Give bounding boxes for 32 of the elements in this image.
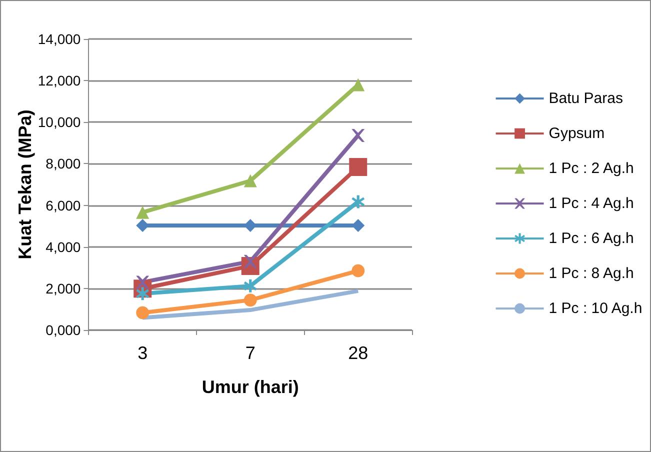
point — [244, 294, 257, 307]
y-tick-label: 0,000 — [46, 322, 81, 338]
point — [244, 279, 257, 292]
point — [244, 174, 257, 188]
legend-label: 1 Pc : 4 Ag.h — [548, 195, 634, 212]
legend-label: 1 Pc : 6 Ag.h — [548, 230, 634, 247]
point — [352, 264, 365, 278]
point — [136, 206, 150, 219]
point — [352, 128, 365, 142]
x-tick-label: 3 — [138, 343, 148, 363]
point — [352, 195, 365, 208]
y-axis-title: Kuat Tekan (MPa) — [15, 110, 35, 260]
legend-label: Gypsum — [548, 125, 605, 142]
y-tick-label: 14,000 — [38, 31, 81, 47]
y-tick-label: 8,000 — [46, 156, 81, 172]
legend-label: 1 Pc : 8 Ag.h — [548, 265, 634, 282]
point — [136, 306, 150, 320]
y-tick-label: 6,000 — [46, 197, 81, 214]
y-tick-label: 2,000 — [46, 280, 81, 296]
x-tick-label: 7 — [245, 343, 256, 363]
legend-label: 1 Pc : 2 Ag.h — [548, 160, 634, 177]
y-tick-label: 12,000 — [38, 72, 81, 89]
legend-label: 1 Pc : 10 Ag.h — [548, 300, 642, 317]
point — [349, 158, 368, 176]
x-axis-title: Umur (hari) — [202, 377, 299, 397]
point — [244, 218, 257, 232]
point — [352, 218, 365, 232]
x-tick-label: 28 — [348, 343, 368, 363]
y-tick-label: 10,000 — [38, 114, 81, 130]
point — [352, 78, 365, 92]
y-tick-label: 4,000 — [46, 238, 81, 255]
legend-label: Batu Paras — [548, 90, 623, 107]
